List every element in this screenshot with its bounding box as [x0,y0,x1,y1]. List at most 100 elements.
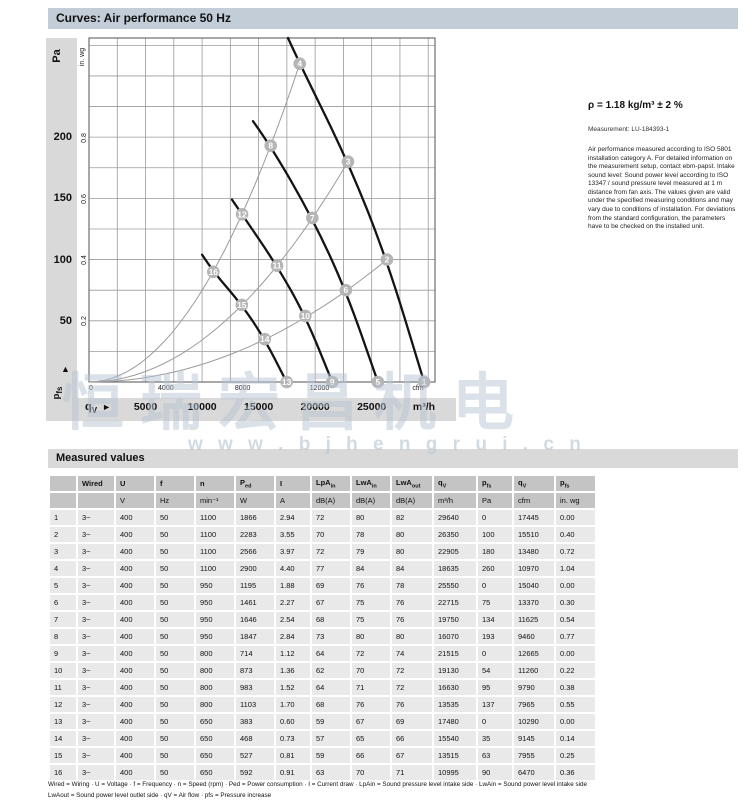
table-cell: 3~ [78,748,114,763]
svg-text:14: 14 [260,334,270,344]
m3h-tick-label: 25000 [357,401,387,413]
table-cell: 5 [50,578,76,593]
table-cell: 13370 [514,595,554,610]
table-cell: 3~ [78,646,114,661]
table-cell: 2900 [236,561,274,576]
table-row: 14 3~ 400 50 650 468 0.73 57 65 66 15540 35 9145 0.14 [50,731,595,746]
table-cell: 3~ [78,697,114,712]
column-header: pfs [556,476,595,491]
table-row: 5 3~ 400 50 950 1195 1.88 69 76 78 25550 0 15040 0.00 [50,578,595,593]
column-unit: V [116,493,154,508]
table-cell: 400 [116,714,154,729]
table-cell: 63 [312,765,350,780]
column-header: qV [514,476,554,491]
table-cell: 3~ [78,629,114,644]
column-unit: dB(A) [312,493,350,508]
table-cell: 1866 [236,510,274,525]
table-cell: 11625 [514,612,554,627]
table-cell: 7 [50,612,76,627]
table-cell: 3~ [78,595,114,610]
table-cell: 400 [116,578,154,593]
pa-tick-label: 50 [59,314,72,327]
table-cell: 2.27 [276,595,310,610]
table-cell: 1103 [236,697,274,712]
pfs-sub: fs [54,386,64,394]
table-cell: 0.77 [556,629,595,644]
table-cell: 3 [50,544,76,559]
table-cell: 67 [392,748,432,763]
table-cell: 11 [50,680,76,695]
table-cell: 62 [312,663,350,678]
table-cell: 80 [392,544,432,559]
measurement-id-line: Measurement: LU-184393-1 [588,126,670,133]
table-cell: 79 [352,544,390,559]
table-cell: 383 [236,714,274,729]
table-cell: 59 [312,714,350,729]
inwg-tick-label: 0.8 [81,133,88,144]
table-cell: 180 [478,544,512,559]
table-cell: 50 [156,714,194,729]
table-cell: 70 [312,527,350,542]
table-cell: 11260 [514,663,554,678]
table-row: 7 3~ 400 50 950 1646 2.54 68 75 76 19750 134 11625 0.… [50,612,595,627]
column-unit: m³/h [434,493,476,508]
inwg-tick-label: 0.6 [81,194,88,205]
table-cell: 82 [392,510,432,525]
legend-line-2: LwAout = Sound power level outlet side ·… [48,792,272,800]
table-cell: 1646 [236,612,274,627]
table-cell: 75 [352,595,390,610]
table-cell: 1 [50,510,76,525]
table-cell: 16630 [434,680,476,695]
cfm-tick-label: 12000 [309,385,330,392]
table-cell: 3~ [78,765,114,780]
y-axis-unit-pa: Pa [51,49,63,63]
table-cell: 50 [156,544,194,559]
table-cell: 7955 [514,748,554,763]
table-cell: 13480 [514,544,554,559]
table-cell: 1100 [196,510,234,525]
table-cell: 72 [392,663,432,678]
table-cell: 13535 [434,697,476,712]
column-unit [50,493,76,508]
table-row: 4 3~ 400 50 1100 2900 4.40 77 84 84 18635 260 10970 1… [50,561,595,576]
table-cell: 50 [156,578,194,593]
table-cell: 72 [312,544,350,559]
table-cell: 59 [312,748,350,763]
table-cell: 592 [236,765,274,780]
table-cell: 873 [236,663,274,678]
svg-text:3: 3 [346,157,351,167]
table-cell: 22715 [434,595,476,610]
table-cell: 950 [196,595,234,610]
svg-text:13: 13 [282,377,292,387]
table-cell: 15540 [434,731,476,746]
table-cell: 0 [478,578,512,593]
column-header: pfs [478,476,512,491]
column-header: LwAout [392,476,432,491]
measurement-notes-panel: ρ = 1.18 kg/m³ ± 2 % Measurement: LU-184… [588,100,740,232]
column-unit: Hz [156,493,194,508]
table-cell: 68 [312,612,350,627]
table-cell: 50 [156,765,194,780]
table-cell: 2566 [236,544,274,559]
table-cell: 69 [312,578,350,593]
table-cell: 400 [116,697,154,712]
svg-text:1: 1 [422,377,427,387]
table-cell: 1100 [196,544,234,559]
table-cell: 50 [156,612,194,627]
table-cell: 400 [116,731,154,746]
column-unit: in. wg [556,493,595,508]
table-cell: 19130 [434,663,476,678]
table-cell: 3.97 [276,544,310,559]
svg-text:10: 10 [301,311,311,321]
table-cell: 70 [352,663,390,678]
column-header: n [196,476,234,491]
table-cell: 650 [196,765,234,780]
table-cell: 76 [392,595,432,610]
x-axis-quantity-qv: qV ► [85,401,111,415]
table-cell: 950 [196,612,234,627]
table-cell: 0.72 [556,544,595,559]
table-cell: 400 [116,612,154,627]
table-cell: 400 [116,663,154,678]
table-row: 12 3~ 400 50 800 1103 1.70 68 76 76 13535 137 7965 0.… [50,697,595,712]
